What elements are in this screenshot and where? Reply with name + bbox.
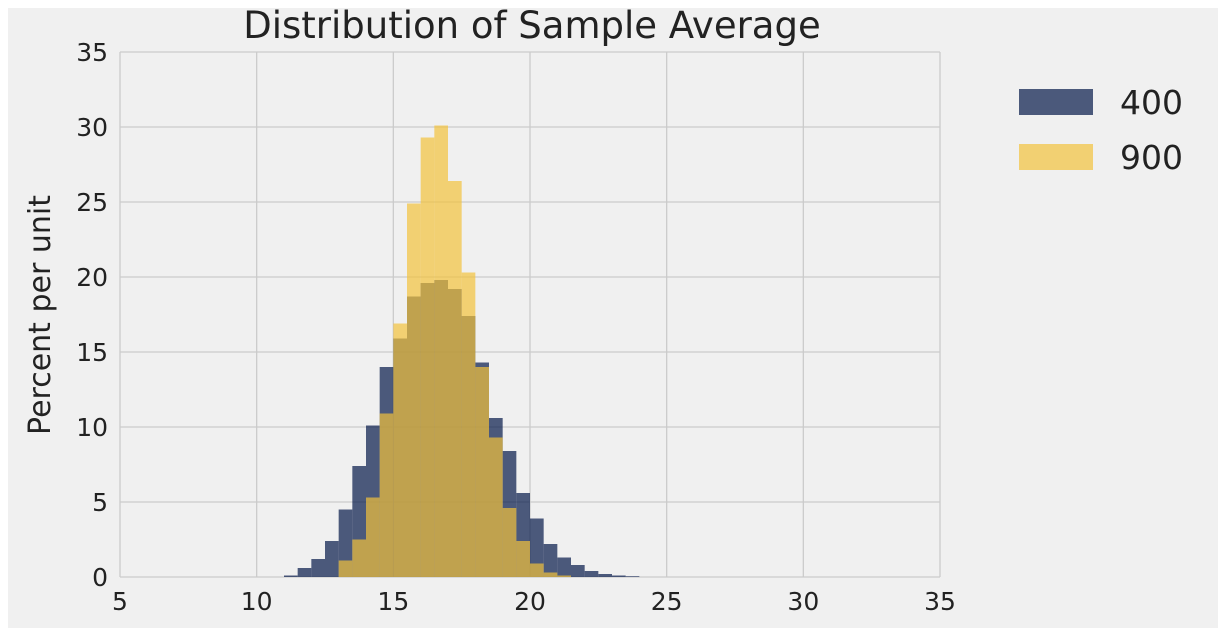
histogram-bars	[284, 125, 640, 577]
histogram-bar	[407, 203, 421, 577]
legend-swatch-400	[1019, 89, 1093, 115]
histogram-bar	[366, 497, 380, 577]
histogram-bar	[461, 272, 476, 577]
histogram-bar	[530, 563, 544, 577]
x-tick-label: 10	[241, 587, 273, 616]
histogram-bar	[571, 565, 585, 577]
histogram-bar	[338, 560, 353, 577]
histogram-bar	[598, 574, 612, 577]
histogram-bar	[543, 544, 558, 577]
histogram-bar	[284, 575, 298, 577]
histogram-bar	[557, 557, 571, 577]
x-tick-label: 20	[514, 587, 546, 616]
histogram-bar	[557, 575, 571, 577]
legend-swatch-900	[1019, 144, 1093, 170]
y-tick-label: 20	[76, 263, 108, 292]
x-tick-label: 30	[787, 587, 819, 616]
y-tick-label: 15	[76, 338, 108, 367]
histogram-bar	[420, 137, 435, 577]
histogram-bar	[325, 541, 339, 577]
y-tick-label: 0	[92, 563, 108, 592]
histogram-bar	[584, 571, 599, 577]
histogram-bar	[489, 437, 503, 577]
y-axis-label: Percent per unit	[23, 195, 58, 435]
y-tick-label: 35	[76, 38, 108, 67]
y-tick-label: 25	[76, 188, 108, 217]
histogram-bar	[352, 539, 366, 577]
y-tick-label: 5	[92, 488, 108, 517]
x-tick-label: 25	[651, 587, 683, 616]
histogram-bar	[311, 559, 325, 577]
series-900-bars	[338, 125, 571, 577]
histogram-bar	[475, 367, 489, 577]
histogram-bar	[448, 181, 462, 577]
histogram-bar	[612, 575, 626, 577]
histogram-bar	[543, 572, 558, 577]
legend-label-900: 900	[1120, 138, 1183, 177]
x-tick-label: 15	[377, 587, 409, 616]
histogram-bar	[516, 541, 530, 577]
histogram-bar	[379, 413, 394, 577]
histogram-bar	[338, 509, 353, 577]
x-tick-label: 5	[112, 587, 128, 616]
y-tick-label: 30	[76, 113, 108, 142]
x-tick-label: 35	[924, 587, 956, 616]
legend-label-400: 400	[1120, 83, 1183, 122]
histogram-bar	[625, 576, 640, 577]
histogram-bar	[530, 518, 544, 577]
histogram-bar	[434, 125, 448, 577]
histogram-bar	[393, 323, 407, 577]
chart-title: Distribution of Sample Average	[243, 4, 820, 47]
plot-background	[8, 8, 1218, 628]
histogram-bar	[297, 568, 312, 577]
histogram-bar	[502, 508, 517, 577]
y-tick-label: 10	[76, 413, 108, 442]
